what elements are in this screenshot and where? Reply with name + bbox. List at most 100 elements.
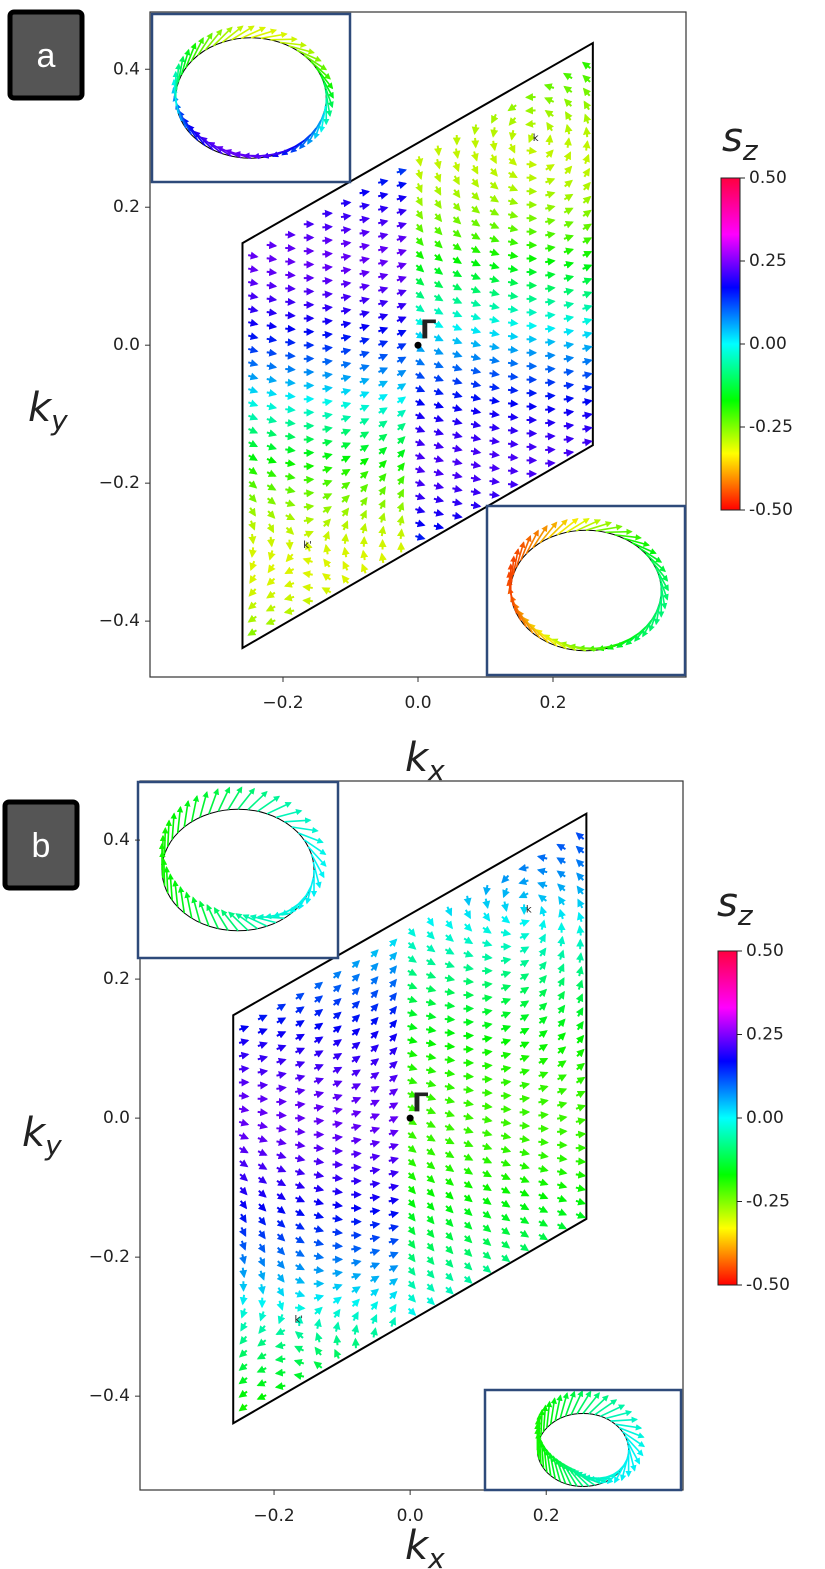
- spin-arrow: [276, 1003, 287, 1012]
- spin-arrow: [294, 1345, 305, 1354]
- spin-arrow: [415, 465, 426, 474]
- spin-arrow: [294, 1074, 306, 1082]
- spin-arrow: [452, 323, 463, 331]
- inset-arrow: [538, 1408, 546, 1437]
- spin-arrow: [577, 898, 585, 909]
- spin-arrow: [322, 438, 333, 447]
- spin-arrow: [396, 515, 405, 526]
- spin-arrow: [581, 61, 591, 70]
- spin-arrow: [470, 434, 482, 442]
- inset-frame: [485, 504, 687, 677]
- inset-arrow: [175, 62, 182, 91]
- spin-arrow: [266, 429, 278, 437]
- spin-arrow: [369, 1262, 381, 1270]
- spin-arrow: [378, 433, 388, 442]
- spin-arrow: [303, 448, 315, 457]
- spin-arrow: [545, 164, 555, 172]
- spin-arrow: [266, 456, 277, 464]
- spin-arrow: [563, 274, 575, 283]
- spin-arrow: [370, 1275, 380, 1284]
- spin-arrow: [266, 536, 275, 548]
- spin-arrow: [575, 1211, 586, 1219]
- spin-arrow: [340, 455, 351, 464]
- axis-label: kx: [405, 1523, 445, 1569]
- spin-arrow: [538, 1097, 549, 1106]
- spin-arrow: [332, 1066, 343, 1075]
- spin-arrow: [323, 558, 332, 568]
- spin-arrow: [370, 976, 379, 985]
- spin-arrow: [563, 98, 573, 108]
- axis-label: sz: [717, 880, 754, 932]
- spin-arrow: [342, 560, 350, 571]
- spin-arrow: [257, 1270, 266, 1281]
- spin-arrow: [433, 374, 444, 382]
- spin-arrow: [377, 313, 389, 321]
- spin-arrow: [341, 533, 350, 544]
- spin-arrow: [257, 1243, 266, 1254]
- y-tick-label: 0.0: [103, 1108, 130, 1128]
- spin-arrow: [248, 547, 257, 558]
- spin-arrow: [445, 1286, 454, 1295]
- spin-arrow: [415, 479, 426, 487]
- spin-arrow: [508, 130, 517, 141]
- spin-arrow: [583, 113, 592, 124]
- spin-arrow: [557, 1221, 568, 1230]
- spin-arrow: [433, 455, 445, 463]
- inset-arrow: [266, 802, 292, 815]
- spin-arrow: [519, 1027, 530, 1036]
- spin-arrow: [563, 301, 575, 309]
- spin-arrow: [426, 930, 435, 940]
- spin-arrow: [470, 259, 481, 267]
- spin-arrow: [378, 499, 386, 510]
- label-sub: x: [427, 1542, 445, 1569]
- spin-arrow: [556, 1167, 568, 1176]
- spin-arrow: [266, 321, 278, 330]
- spin-arrow: [576, 1062, 586, 1071]
- spin-arrow: [582, 277, 593, 286]
- spin-arrow: [247, 614, 257, 623]
- spin-arrow: [463, 1085, 475, 1094]
- spin-arrow: [508, 170, 518, 179]
- spin-arrow: [415, 317, 425, 326]
- spin-arrow: [313, 1252, 325, 1261]
- spin-arrow: [248, 520, 256, 531]
- spin-arrow: [303, 516, 315, 525]
- spin-arrow: [582, 398, 593, 407]
- spin-arrow: [238, 1025, 250, 1033]
- spin-arrow: [501, 901, 509, 912]
- x-tick-label: 0.0: [404, 693, 431, 713]
- inset-arrow: [551, 1455, 561, 1482]
- spin-arrow: [415, 264, 425, 273]
- axis-label: ky: [22, 1110, 62, 1162]
- spin-arrow: [369, 1193, 381, 1202]
- spin-arrow: [544, 109, 554, 118]
- spin-arrow: [433, 280, 444, 288]
- spin-arrow: [389, 1060, 398, 1070]
- spin-arrow: [248, 412, 259, 421]
- spin-arrow: [452, 336, 463, 345]
- spin-arrow: [582, 317, 593, 326]
- spin-arrow: [313, 1211, 325, 1220]
- spin-arrow: [332, 1308, 341, 1319]
- spin-arrow: [322, 330, 333, 339]
- spin-arrow: [303, 462, 315, 471]
- annotation: k': [303, 540, 312, 551]
- spin-arrow: [248, 466, 258, 475]
- spin-arrow: [248, 399, 259, 408]
- spin-arrow: [359, 350, 370, 359]
- spin-arrow: [445, 1259, 454, 1268]
- spin-arrow: [248, 386, 259, 394]
- spin-arrow: [582, 331, 593, 339]
- spin-arrow: [507, 413, 519, 421]
- spin-arrow: [276, 1300, 285, 1311]
- spin-arrow: [388, 1156, 399, 1165]
- inset-arrow: [198, 900, 210, 927]
- spin-arrow: [545, 324, 556, 333]
- spin-arrow: [247, 601, 257, 610]
- spin-arrow: [434, 253, 443, 262]
- label-sub: y: [50, 404, 68, 437]
- spin-arrow: [239, 1294, 248, 1306]
- y-tick-label: 0.0: [113, 335, 140, 355]
- spin-arrow: [332, 1174, 344, 1183]
- spin-arrow: [582, 425, 593, 433]
